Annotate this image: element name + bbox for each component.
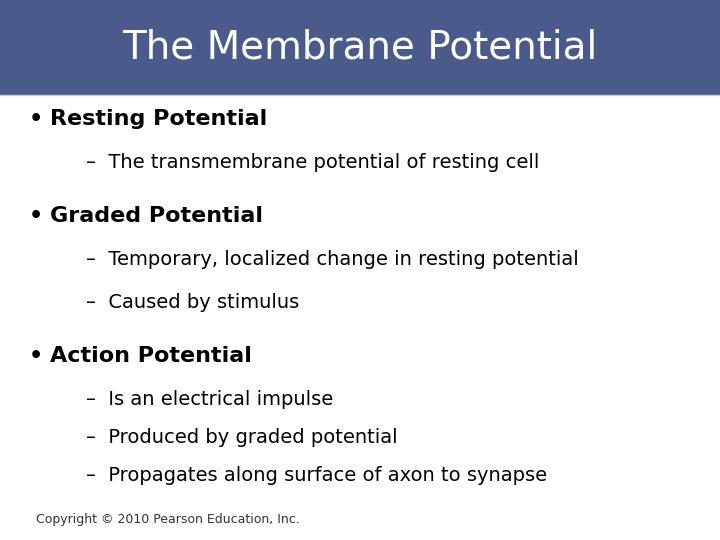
Text: –  Is an electrical impulse: – Is an electrical impulse — [86, 390, 333, 409]
Text: •: • — [29, 109, 43, 129]
Text: The Membrane Potential: The Membrane Potential — [122, 28, 598, 66]
FancyBboxPatch shape — [0, 0, 720, 94]
Text: •: • — [29, 346, 43, 367]
Text: Copyright © 2010 Pearson Education, Inc.: Copyright © 2010 Pearson Education, Inc. — [36, 514, 300, 526]
Text: –  Temporary, localized change in resting potential: – Temporary, localized change in resting… — [86, 249, 579, 269]
Text: Action Potential: Action Potential — [50, 346, 252, 367]
Text: –  The transmembrane potential of resting cell: – The transmembrane potential of resting… — [86, 152, 540, 172]
Text: Resting Potential: Resting Potential — [50, 109, 268, 129]
Text: –  Caused by stimulus: – Caused by stimulus — [86, 293, 300, 312]
Text: Graded Potential: Graded Potential — [50, 206, 264, 226]
Text: –  Produced by graded potential: – Produced by graded potential — [86, 428, 398, 447]
Text: •: • — [29, 206, 43, 226]
Text: –  Propagates along surface of axon to synapse: – Propagates along surface of axon to sy… — [86, 465, 547, 485]
